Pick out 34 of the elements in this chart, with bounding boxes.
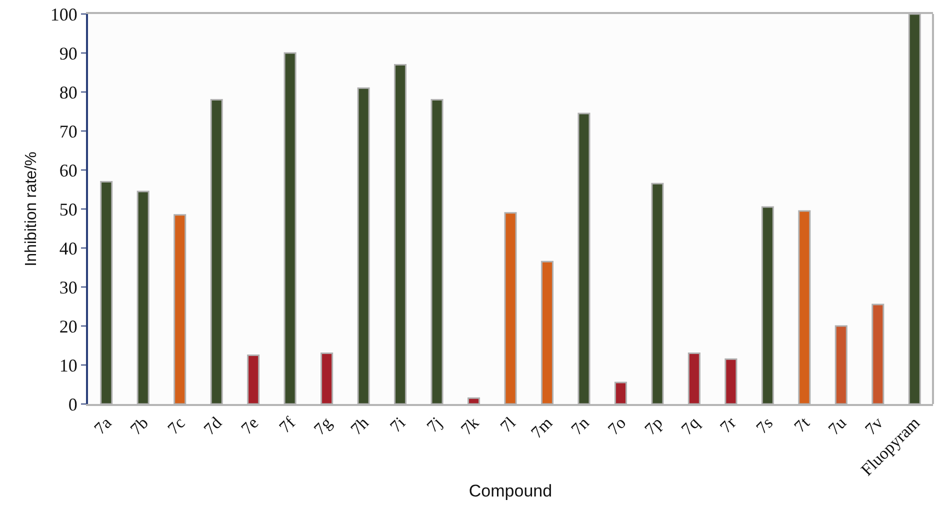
x-tick-label: 7i [386, 413, 410, 436]
x-tick-label: 7k [457, 412, 483, 439]
y-axis-title: Inhibition rate/% [22, 152, 40, 266]
x-tick-label: 7d [200, 412, 226, 439]
x-tick-label: 7t [790, 413, 814, 436]
x-tick-label: 7h [346, 412, 373, 439]
x-tick-label: 7c [164, 412, 190, 438]
x-tick-label: 7m [527, 413, 556, 442]
x-axis-title: Compound [468, 481, 552, 500]
y-tick-label: 80 [59, 82, 78, 102]
x-tick-label: 7r [716, 413, 740, 437]
y-tick-label: 70 [59, 121, 78, 142]
y-tick-label: 90 [59, 43, 78, 64]
y-tick-label: 20 [59, 316, 78, 336]
y-tick-label: 0 [68, 394, 78, 414]
x-tick-label: 7b [126, 413, 152, 439]
x-tick-label: 7n [567, 412, 594, 439]
y-tick-label: 40 [59, 238, 78, 258]
x-tick-label: 7q [678, 412, 704, 439]
x-tick-label: 7p [640, 413, 666, 439]
y-tick-label: 100 [50, 4, 78, 24]
x-tick-label: 7f [275, 413, 300, 437]
y-tick-label: 10 [59, 355, 78, 376]
x-tick-label: 7e [237, 413, 262, 438]
y-tick-label: 60 [59, 160, 78, 180]
x-tick-label: 7u [824, 412, 850, 439]
y-tick-label: 30 [59, 277, 78, 298]
x-tick-label: 7l [496, 413, 520, 436]
x-tick-label: 7s [752, 413, 777, 438]
x-tick-label: 7o [604, 413, 630, 439]
x-tick-label: 7g [310, 412, 336, 439]
y-tick-label: 50 [59, 199, 78, 220]
x-tick-label: 7j [423, 413, 446, 436]
x-tick-label: 7a [90, 412, 116, 438]
